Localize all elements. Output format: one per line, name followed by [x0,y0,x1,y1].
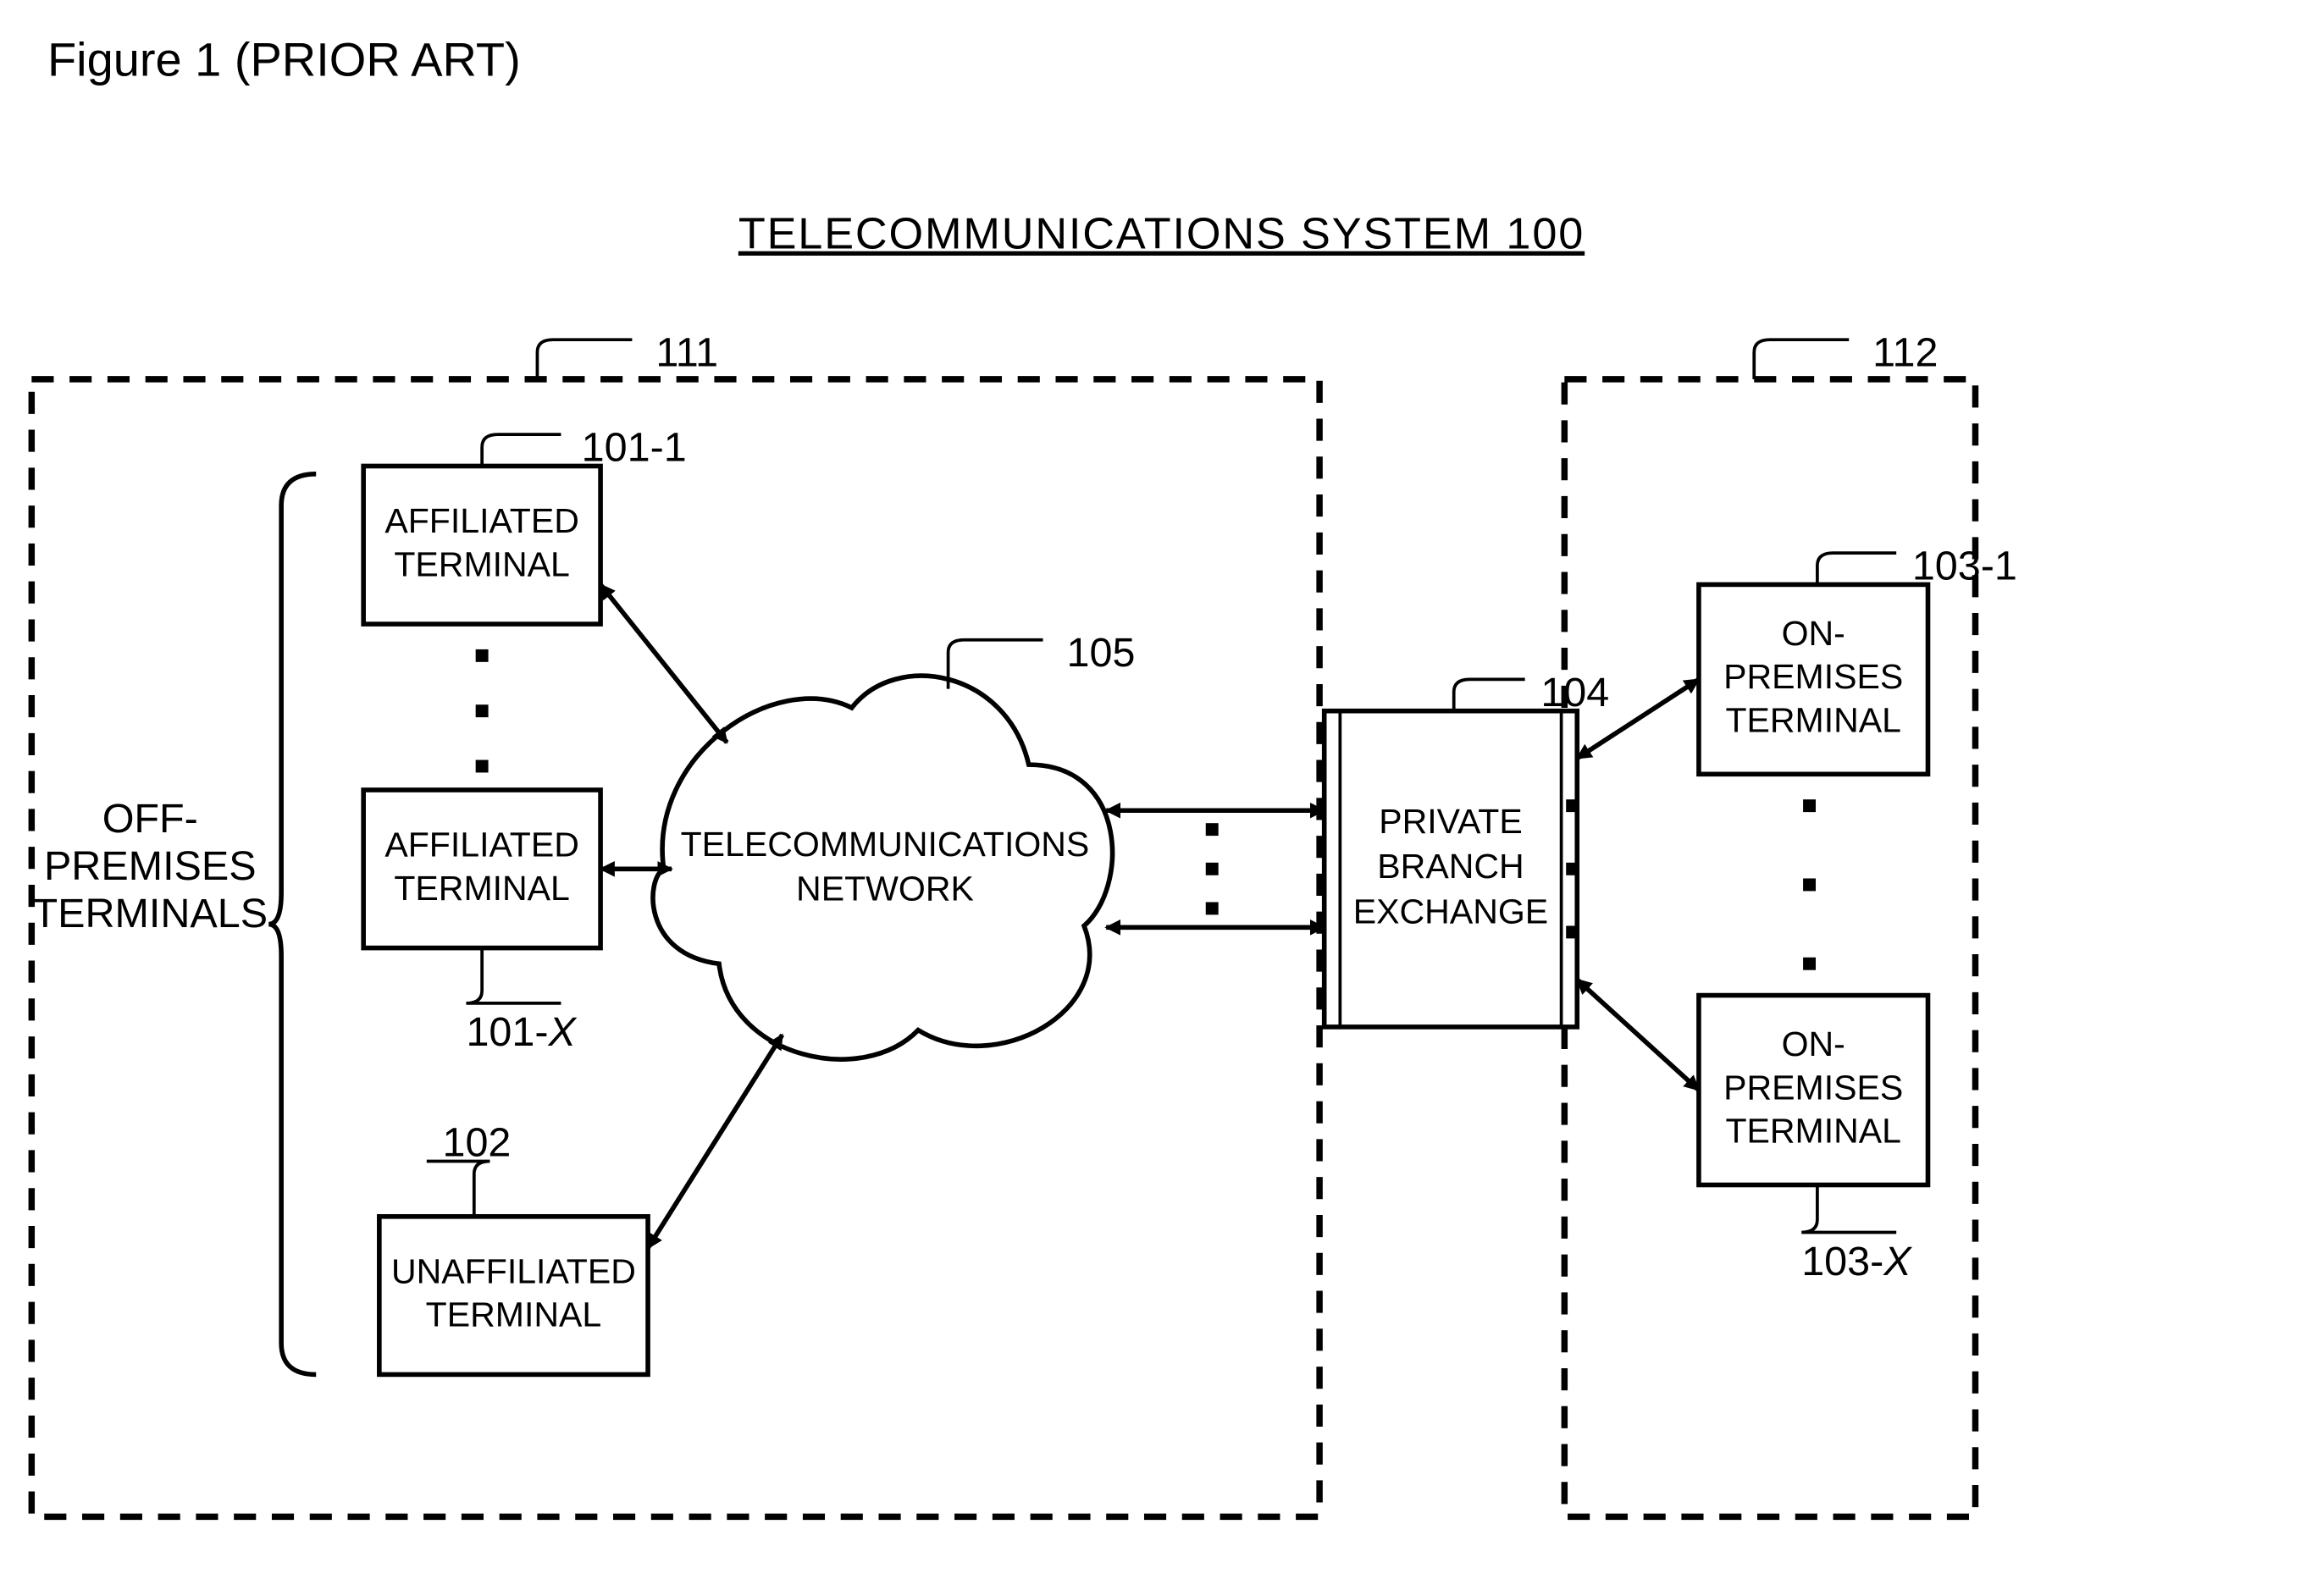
node-on-premises-terminal-x-ref: 103-X [1801,1239,1912,1284]
vdots-cloud-pbx [1206,823,1219,836]
node-telecom-network-label: TELECOMMUNICATIONS [681,825,1090,864]
node-on-premises-terminal-1-label: ON- [1782,614,1845,653]
node-unaffiliated-terminal-label: UNAFFILIATED [391,1251,636,1290]
vdots-affiliated [476,704,489,717]
node-on-premises-terminal-1-ref: 103-1 [1912,544,2017,589]
off-premises-group-label: TERMINALS [32,891,268,936]
node-on-premises-terminal-x-label: PREMISES [1723,1068,1903,1107]
vdots-pbx-right [1566,863,1579,875]
vdots-cloud-pbx [1206,863,1219,875]
diagram-title: TELECOMMUNICATIONS SYSTEM 100 [738,210,1585,259]
region-on-premises-ref: 112 [1872,330,1938,376]
vdots-cloud-pbx [1206,902,1219,914]
vdots-affiliated [476,649,489,662]
node-affiliated-terminal-1-ref: 101-1 [582,425,687,471]
off-premises-group-label: PREMISES [44,843,257,889]
figure-caption: Figure 1 (PRIOR ART) [47,32,521,86]
node-on-premises-terminal-1-label: PREMISES [1723,657,1903,696]
node-private-branch-exchange-label: BRANCH [1377,847,1524,886]
node-unaffiliated-terminal-label: TERMINAL [426,1295,602,1334]
node-private-branch-exchange-ref: 104 [1540,670,1609,715]
node-affiliated-terminal-1-label: AFFILIATED [384,501,579,540]
node-unaffiliated-terminal-ref: 102 [442,1120,511,1166]
node-affiliated-terminal-x-label: AFFILIATED [384,825,579,864]
node-private-branch-exchange-label: PRIVATE [1379,802,1523,841]
vdots-pbx-right [1566,925,1579,938]
vdots-pbx-right [1566,799,1579,812]
node-on-premises-terminal-x-label: ON- [1782,1024,1845,1063]
node-telecom-network-label: NETWORK [796,869,974,908]
node-on-premises-terminal-1-label: TERMINAL [1725,701,1901,740]
off-premises-group-label: OFF- [102,796,198,842]
region-off-premises-ref: 111 [655,330,718,376]
vdots-affiliated [476,760,489,773]
node-affiliated-terminal-x-label: TERMINAL [394,869,570,908]
node-affiliated-terminal-x-ref: 101-X [466,1009,577,1055]
node-affiliated-terminal-1-label: TERMINAL [394,544,570,583]
vdots-on-premises [1803,958,1816,970]
node-on-premises-terminal-x-label: TERMINAL [1725,1112,1901,1151]
vdots-on-premises [1803,878,1816,891]
node-telecom-network-ref: 105 [1067,630,1136,676]
node-private-branch-exchange-label: EXCHANGE [1353,892,1548,931]
vdots-on-premises [1803,799,1816,812]
